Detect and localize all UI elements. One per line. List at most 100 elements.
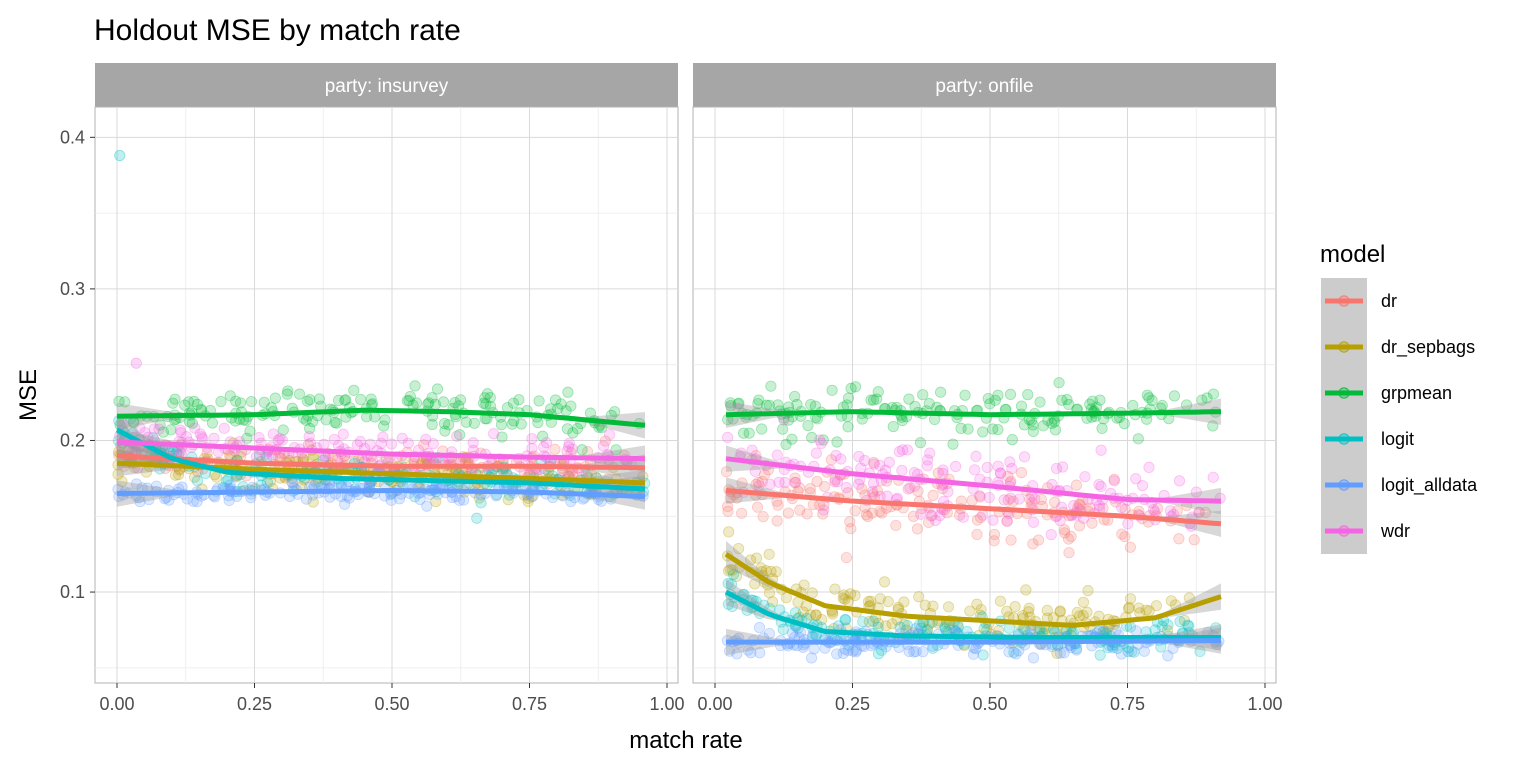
data-point <box>1095 444 1107 456</box>
data-point <box>1130 625 1142 637</box>
data-point <box>179 399 191 411</box>
data-point <box>567 427 579 439</box>
data-point <box>872 648 885 660</box>
data-point <box>1207 388 1220 400</box>
data-point <box>1026 497 1038 509</box>
data-point <box>1022 389 1034 401</box>
data-point <box>1173 533 1185 545</box>
data-point <box>234 397 247 409</box>
data-point <box>576 444 588 456</box>
data-point <box>882 595 894 608</box>
grid-lines <box>693 107 1276 683</box>
data-point <box>1015 400 1028 412</box>
data-point <box>880 620 892 632</box>
data-point <box>811 413 823 425</box>
data-point <box>1001 515 1013 527</box>
data-point <box>414 493 426 506</box>
data-point <box>1178 614 1190 627</box>
data-point <box>782 507 795 519</box>
data-point <box>751 552 763 564</box>
data-point <box>481 388 494 400</box>
data-point <box>224 390 236 402</box>
data-point <box>1201 392 1213 404</box>
data-point <box>172 469 185 481</box>
x-axis-title: match rate <box>629 727 742 754</box>
data-point <box>902 483 914 495</box>
data-point <box>953 509 966 521</box>
grid-lines <box>95 107 678 683</box>
data-point <box>537 430 549 442</box>
data-point <box>211 471 223 483</box>
data-point <box>919 599 931 611</box>
data-point <box>1041 604 1053 616</box>
data-point <box>340 394 352 406</box>
data-point <box>208 432 220 444</box>
data-point <box>765 380 777 392</box>
data-point <box>1116 501 1128 514</box>
data-point <box>964 605 976 617</box>
data-point <box>117 418 129 430</box>
data-point <box>845 382 857 395</box>
data-point <box>409 380 421 392</box>
data-point <box>304 394 316 406</box>
data-point <box>365 393 377 405</box>
data-point <box>258 396 270 408</box>
data-point <box>1024 493 1036 505</box>
data-point <box>898 596 910 608</box>
data-point <box>1183 592 1195 604</box>
data-point <box>766 596 779 608</box>
data-point <box>385 494 397 506</box>
data-point <box>339 498 351 510</box>
facet-onfile: party: onfile 0.00 0.25 0.50 0.75 1.00 <box>692 63 1283 714</box>
data-point <box>1074 499 1086 511</box>
data-point <box>975 511 987 524</box>
data-point <box>1002 494 1014 506</box>
data-point <box>894 621 906 633</box>
data-point <box>853 478 865 490</box>
data-point <box>460 416 472 428</box>
data-point <box>726 564 739 576</box>
data-point <box>1081 606 1093 618</box>
data-point <box>755 562 767 574</box>
data-point <box>281 388 293 400</box>
data-point <box>451 430 463 442</box>
data-point <box>421 500 433 512</box>
data-point <box>773 476 785 488</box>
data-point <box>1022 606 1035 618</box>
data-point <box>1049 496 1061 508</box>
data-point <box>939 621 951 633</box>
data-point <box>859 454 871 467</box>
data-point <box>815 437 827 449</box>
data-point <box>191 398 203 410</box>
data-point <box>797 606 809 618</box>
data-point <box>807 498 819 511</box>
data-point <box>913 591 925 603</box>
data-point <box>1082 585 1094 597</box>
legend-key-point <box>1338 433 1350 445</box>
data-point <box>811 475 823 488</box>
legend-key-point <box>1338 525 1350 537</box>
data-point <box>418 439 430 451</box>
data-point <box>868 456 880 469</box>
data-point <box>733 397 745 409</box>
data-point <box>194 428 206 440</box>
data-point <box>306 416 319 428</box>
data-point <box>1059 527 1071 539</box>
data-point <box>789 472 801 484</box>
data-point <box>561 445 573 457</box>
data-point <box>857 616 869 628</box>
data-point <box>874 593 886 605</box>
data-point <box>998 494 1010 506</box>
data-point <box>819 480 831 493</box>
data-point <box>287 477 299 489</box>
data-point <box>430 495 442 508</box>
x-tick-label: 0.75 <box>1110 694 1145 714</box>
data-point <box>220 475 233 487</box>
data-point <box>772 399 784 411</box>
facet-strip-label: party: onfile <box>935 76 1033 97</box>
x-tick-label: 0.25 <box>835 694 870 714</box>
data-point <box>760 565 772 577</box>
data-point <box>1094 649 1106 661</box>
data-point <box>786 433 798 445</box>
data-point <box>385 438 398 450</box>
